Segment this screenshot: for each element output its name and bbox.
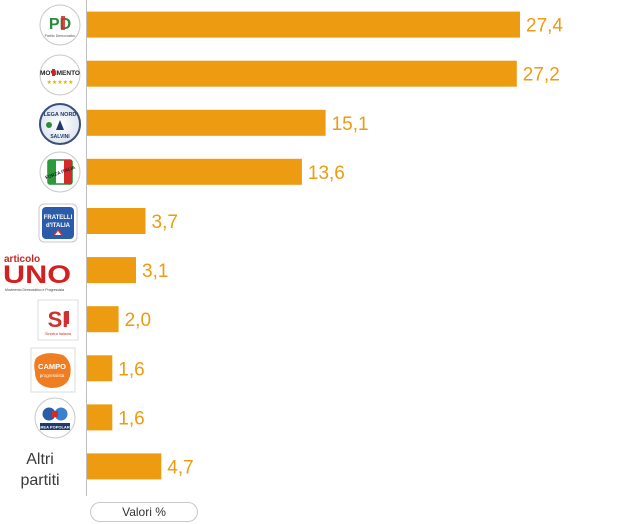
value-label-lega-nord: 15,1 [332, 114, 369, 135]
articolo-uno-logo: articolo UNO Movimento Democratico e Pro… [3, 254, 71, 292]
lega-nord-logo: LEGA NORD SALVINI [39, 103, 81, 145]
bar-altri-partiti [87, 453, 162, 480]
si-logo-small: Sinistra Italiana [45, 332, 72, 336]
fdi-logo-line2: d'ITALIA [46, 223, 71, 229]
forza-italia-logo: FORZA ITALIA [39, 151, 81, 193]
bar-movimento-5-stelle [87, 60, 517, 87]
ap-logo-text: AREA POPOLARE [38, 425, 73, 430]
pd-logo-text: PD [49, 16, 71, 33]
fratelli-italia-logo: FRATELLI d'ITALIA [38, 203, 78, 243]
si-logo-main: SI [48, 307, 69, 332]
category-label-altri-line2: partiti [20, 472, 59, 489]
uno-logo-main: UNO [3, 261, 71, 289]
value-label-campo-progressista: 1,6 [118, 359, 144, 380]
value-label-fratelli-d-italia: 3,7 [152, 212, 178, 233]
lega-logo-small: SALVINI [50, 134, 70, 140]
category-label-altri-line1: Altri [26, 451, 54, 468]
lega-logo-text: LEGA NORD [44, 112, 77, 118]
value-label-pd: 27,4 [526, 16, 563, 37]
value-label-altri-partiti: 4,7 [167, 457, 193, 478]
bar-articolo-uno [87, 257, 136, 284]
bar-fratelli-d-italia [87, 208, 146, 234]
area-popolare-logo: AREA POPOLARE [34, 397, 76, 439]
sinistra-italiana-logo: SI Sinistra Italiana [37, 299, 79, 341]
value-label-articolo-uno: 3,1 [142, 261, 168, 282]
value-label-area-popolare: 1,6 [118, 408, 144, 429]
bar-forza-italia [87, 158, 302, 185]
campo-logo-line2: progressista [40, 373, 65, 378]
value-label-movimento-5-stelle: 27,2 [523, 65, 560, 86]
value-label-sinistra-italiana: 2,0 [125, 310, 151, 331]
m5s-logo: MOVIMENTO ★★★★★ [39, 54, 81, 96]
campo-logo-line1: CAMPO [38, 362, 66, 371]
fdi-logo-line1: FRATELLI [44, 215, 73, 221]
uno-logo-top: articolo [4, 254, 40, 265]
bar-area-popolare [87, 404, 113, 431]
pd-logo: PD Partito Democratico [39, 4, 81, 46]
bar-campo-progressista [87, 355, 113, 382]
bar-lega-nord [87, 109, 326, 136]
bar-pd [87, 11, 520, 38]
campo-progressista-logo: CAMPO progressista [30, 347, 76, 393]
m5s-logo-text: MOVIMENTO [40, 70, 80, 77]
uno-logo-small: Movimento Democratico e Progressista [5, 288, 64, 292]
pd-logo-small: Partito Democratico [45, 34, 76, 38]
m5s-logo-stars: ★★★★★ [47, 79, 74, 86]
bar-chart: 27,4 27,2 15,1 13,6 3,7 3,1 2,0 1,6 1,6 4,7 PD Pa… [3, 0, 563, 496]
value-label-forza-italia: 13,6 [308, 163, 345, 184]
legend-values-unit: Valori % [90, 502, 198, 522]
bar-sinistra-italiana [87, 306, 119, 333]
